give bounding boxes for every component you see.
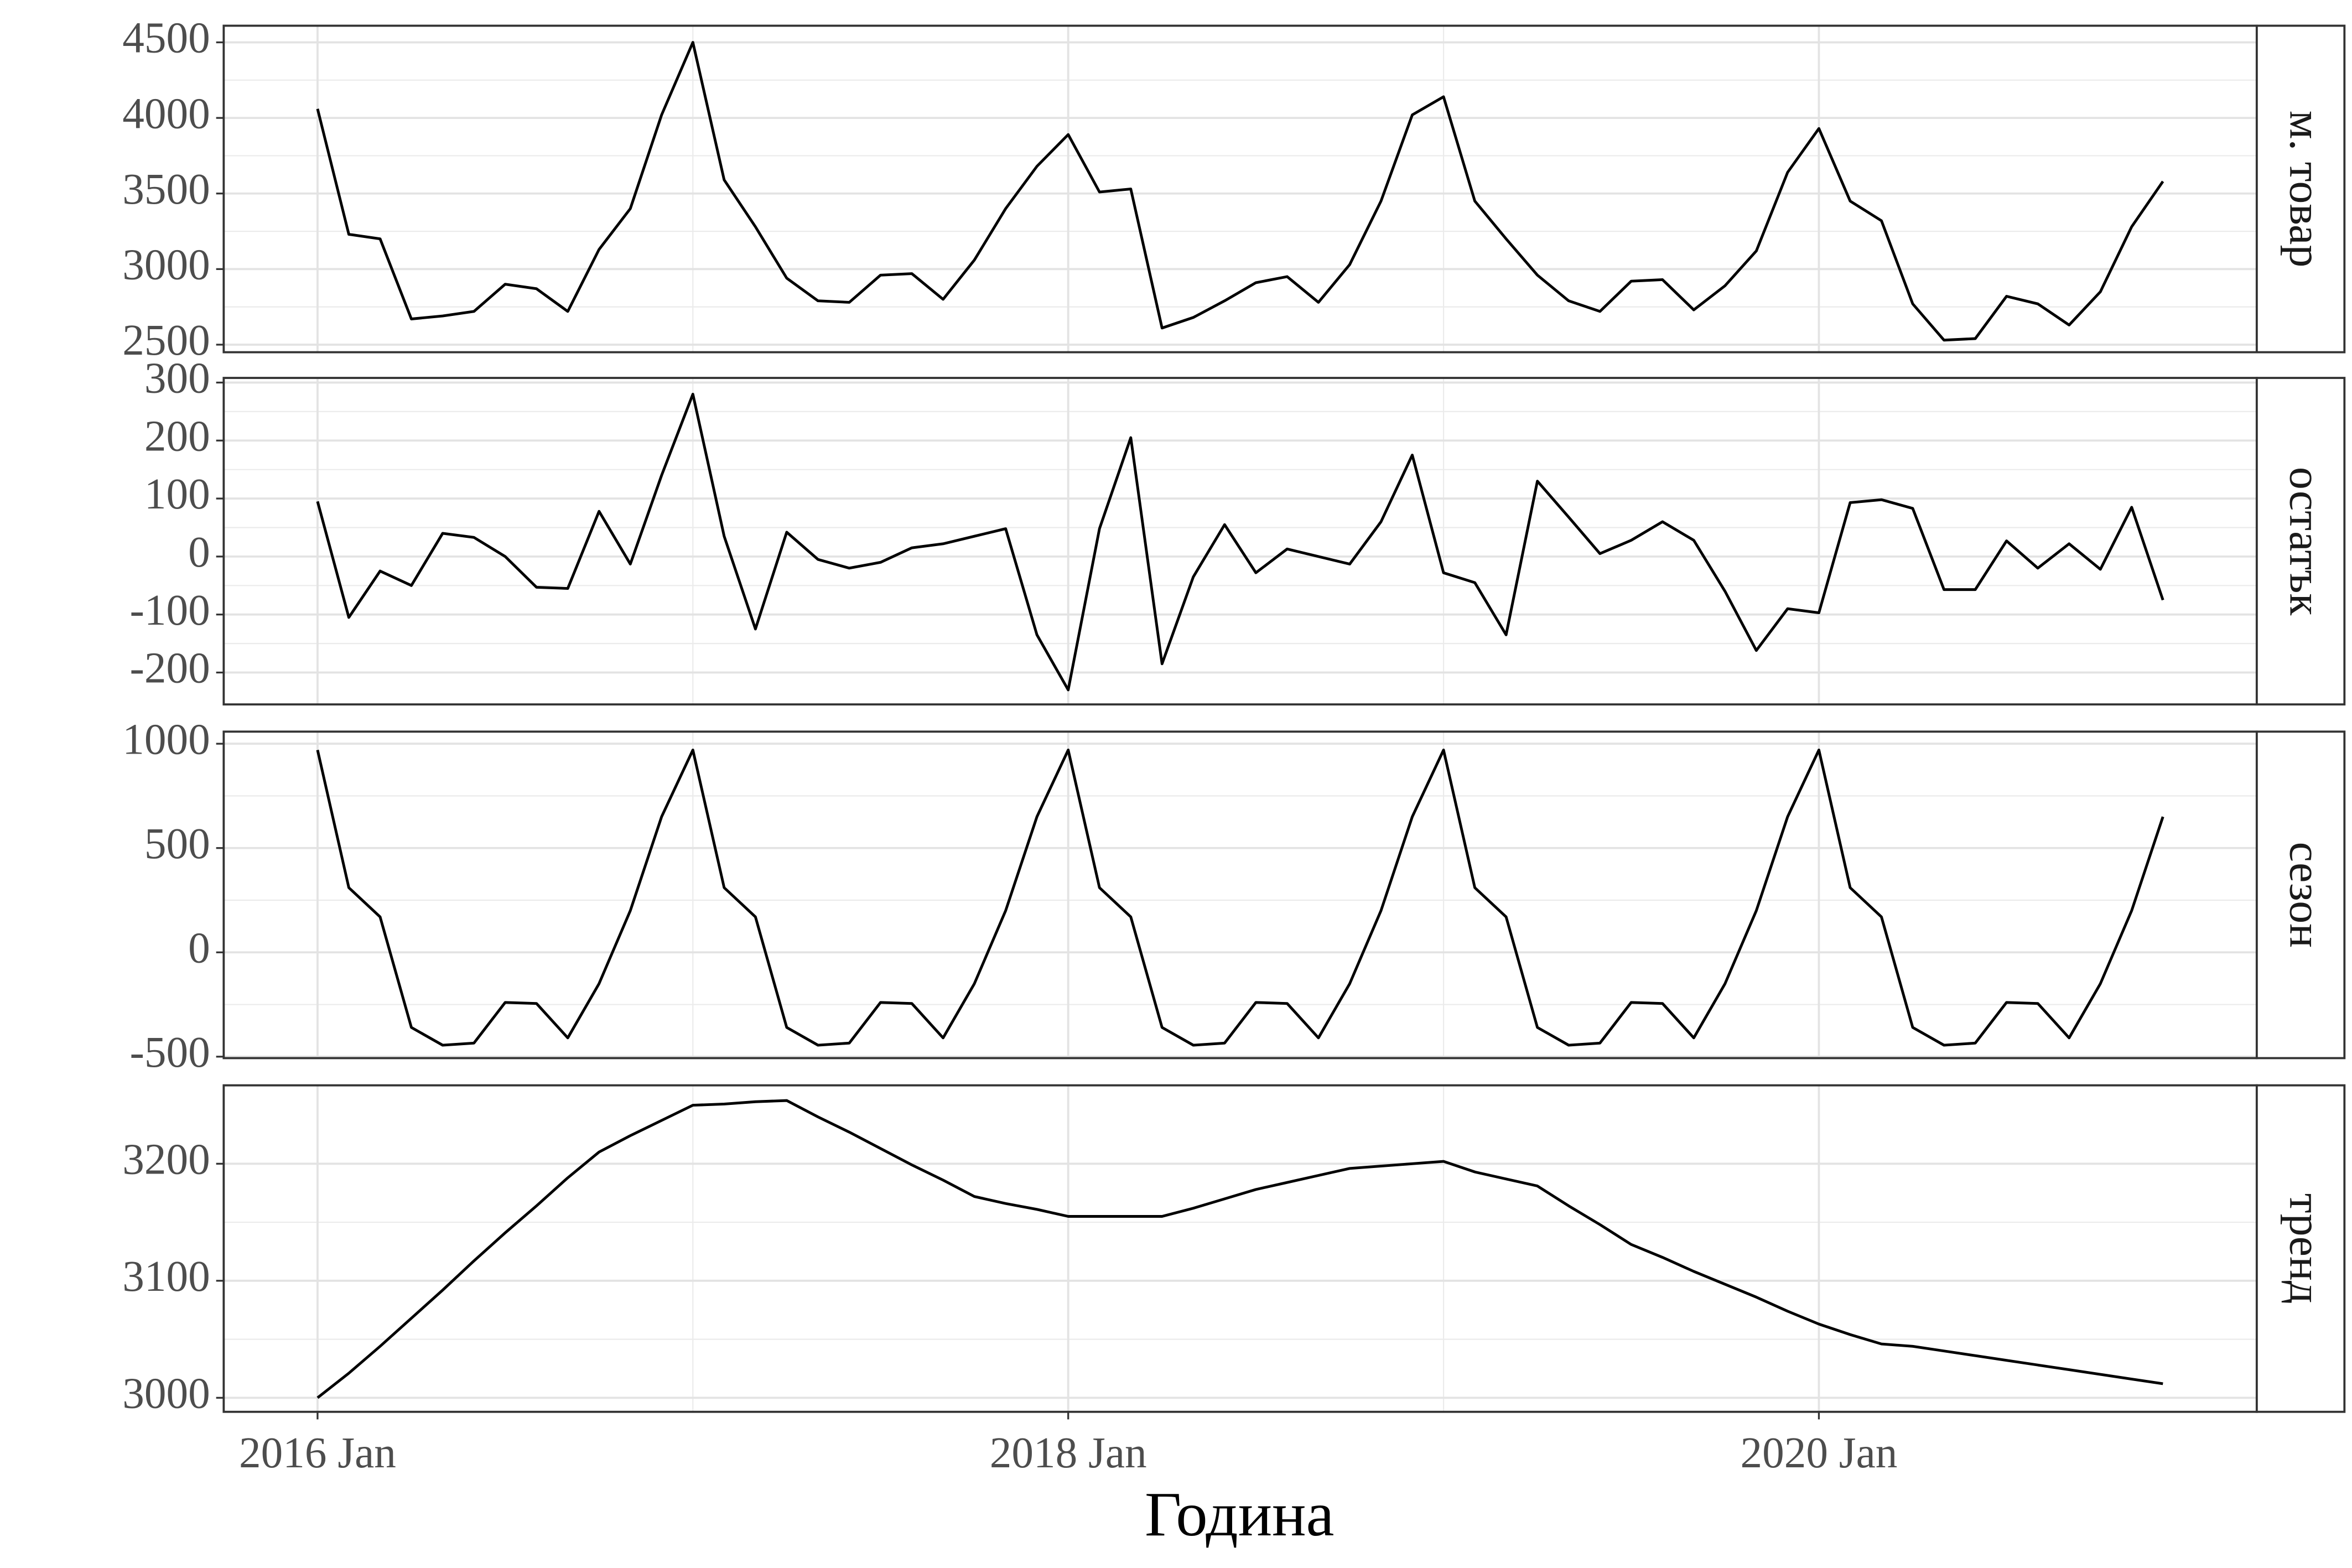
panel-background [224, 25, 2257, 352]
y-tick-label: 500 [144, 819, 210, 868]
strip [2255, 730, 2346, 1060]
x-tick-label: 2016 Jan [239, 1429, 396, 1477]
y-tick-label: 3100 [122, 1252, 210, 1301]
y-tick-label: 3000 [122, 1369, 210, 1418]
x-tick-label: 2020 Jan [1741, 1429, 1898, 1477]
strip-label: сезон [2280, 842, 2330, 948]
y-tick-label: 300 [144, 354, 210, 403]
strip-label: остатък [2280, 467, 2330, 616]
y-tick-label: 4000 [122, 89, 210, 138]
y-tick-label: 3500 [122, 165, 210, 214]
series-line [316, 41, 2164, 342]
y-tick-label: 200 [144, 412, 210, 460]
series-line [316, 749, 2164, 1047]
y-tick-label: 100 [144, 470, 210, 518]
y-tick-label: 3000 [122, 241, 210, 289]
y-tick-label: -500 [130, 1028, 210, 1077]
series-line [316, 392, 2164, 692]
panel-background [224, 731, 2257, 1058]
strip [2255, 24, 2346, 354]
panel-background [224, 378, 2257, 705]
y-tick-label: 1000 [122, 715, 210, 764]
strip-label: м. товар [2280, 111, 2330, 268]
y-tick-label: 2500 [122, 316, 210, 365]
x-tick-label: 2018 Jan [990, 1429, 1147, 1477]
y-tick-label: 4500 [122, 14, 210, 63]
y-tick-label: 3200 [122, 1135, 210, 1184]
series-line [316, 1099, 2163, 1399]
y-tick-label: -100 [130, 586, 210, 635]
y-tick-label: 0 [188, 528, 210, 577]
x-axis-label: Година [1145, 1479, 1334, 1549]
y-tick-label: 0 [188, 923, 210, 972]
panel-background [224, 1085, 2257, 1412]
strip [2255, 377, 2346, 706]
strip [2255, 1084, 2346, 1413]
y-tick-label: -200 [130, 644, 210, 693]
strip-label: тренд [2280, 1193, 2330, 1304]
